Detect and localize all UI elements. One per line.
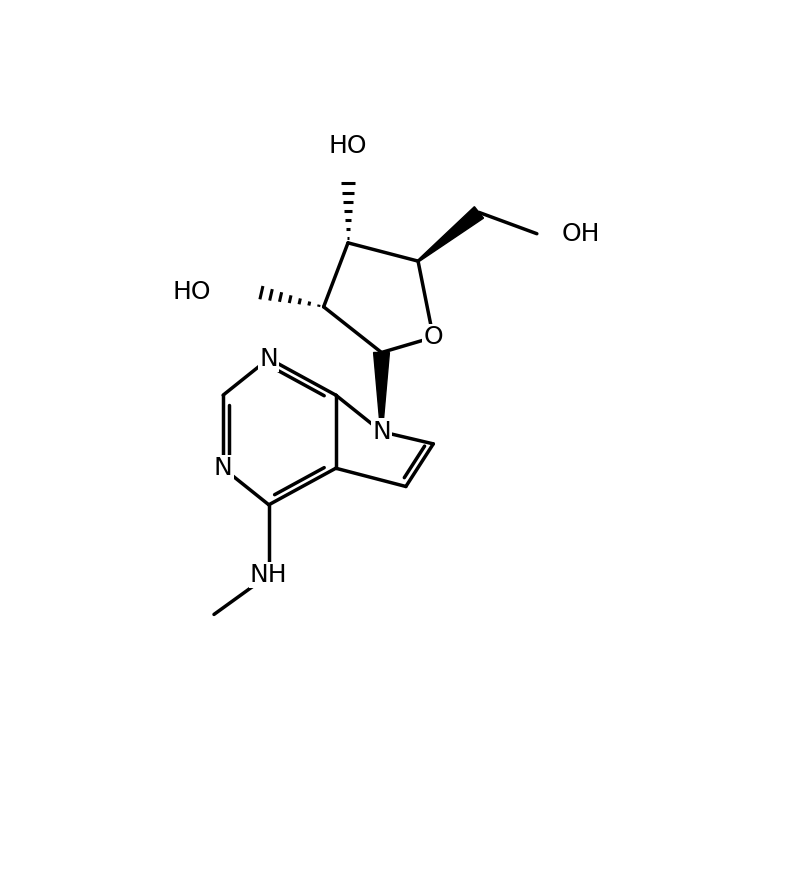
Text: N: N [259,347,278,371]
Polygon shape [373,353,389,431]
Text: N: N [214,456,233,480]
Text: HO: HO [172,280,211,304]
Text: N: N [372,420,391,444]
Polygon shape [417,207,483,262]
Text: OH: OH [561,222,600,246]
Text: NH: NH [250,563,288,587]
Text: HO: HO [329,134,367,158]
Text: O: O [424,325,443,349]
